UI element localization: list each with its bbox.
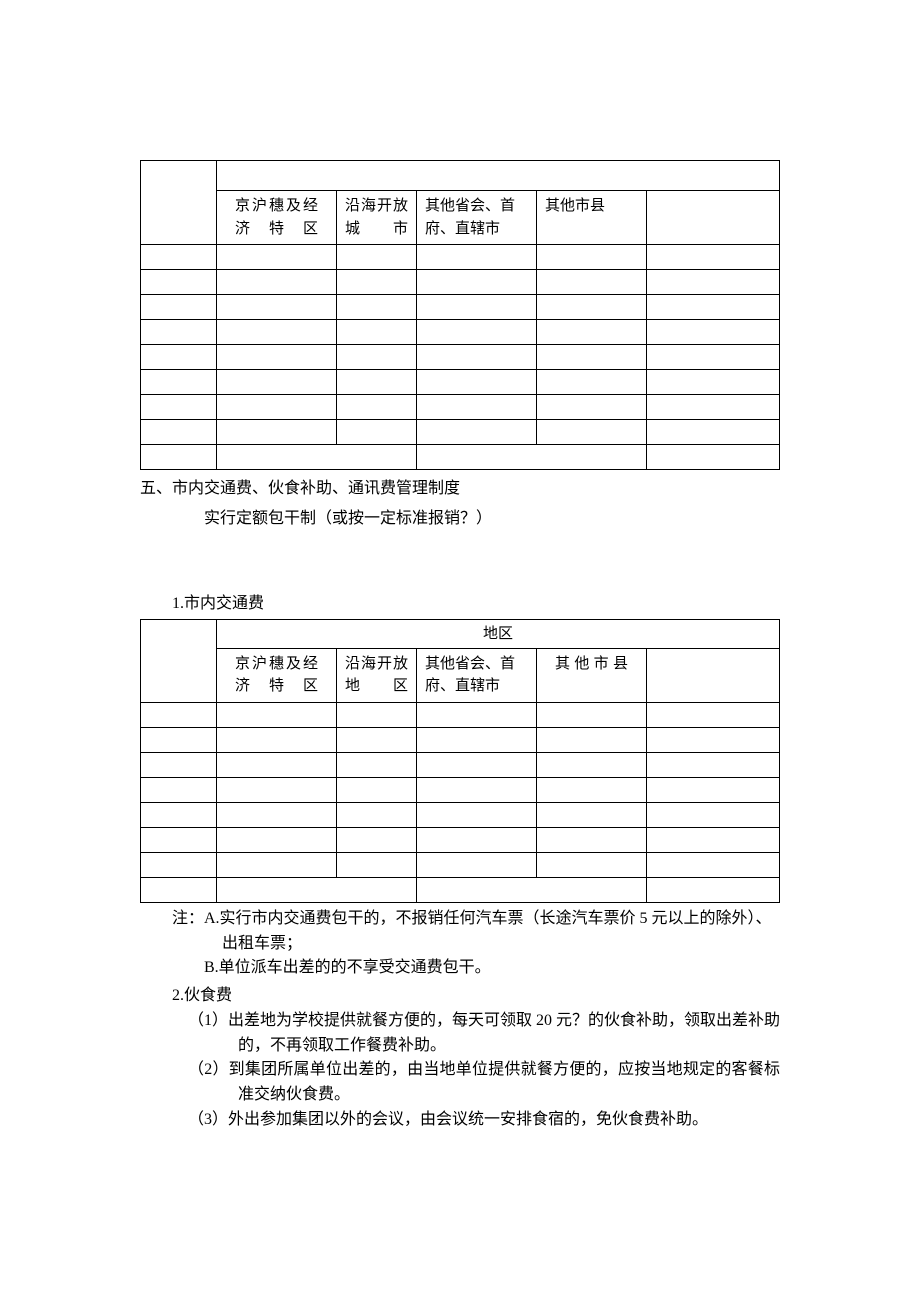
- food-item-3: （3）外出参加集团以外的会议，由会议统一安排食宿的，免伙食费补助。: [188, 1108, 780, 1133]
- table-row: [141, 827, 780, 852]
- table-row: [141, 295, 780, 320]
- table2-caption: 1.市内交通费: [172, 591, 780, 617]
- table-row: [141, 395, 780, 420]
- region-header: 地区: [217, 619, 780, 648]
- table-row: [141, 877, 780, 902]
- table-row: [141, 702, 780, 727]
- section-five-title: 五、市内交通费、伙食补助、通讯费管理制度: [140, 476, 780, 502]
- table-row: [141, 345, 780, 370]
- t2-header-2: 沿海开放地区: [337, 648, 417, 702]
- table-row: [141, 852, 780, 877]
- table-row: [141, 777, 780, 802]
- section-five-subtitle: 实行定额包干制（或按一定标准报销？）: [140, 506, 780, 532]
- table-row: [141, 270, 780, 295]
- table-row: [141, 420, 780, 445]
- t1-header-3: 其他省会、首府、直辖市: [417, 191, 537, 245]
- t2-header-1: 京沪穗及经济特区: [217, 648, 337, 702]
- table-row: [141, 320, 780, 345]
- table-row: [141, 752, 780, 777]
- table-row: [141, 370, 780, 395]
- food-heading: 2.伙食费: [172, 983, 780, 1009]
- t1-header-2: 沿海开放城市: [337, 191, 417, 245]
- food-items: （1）出差地为学校提供就餐方便的，每天可领取 20 元？的伙食补助，领取出差补助…: [188, 1009, 780, 1133]
- table-row: [141, 445, 780, 470]
- food-item-2: （2）到集团所属单位出差的，由当地单位提供就餐方便的，应按当地规定的客餐标准交纳…: [188, 1058, 780, 1108]
- food-item-1: （1）出差地为学校提供就餐方便的，每天可领取 20 元？的伙食补助，领取出差补助…: [188, 1009, 780, 1059]
- t2-header-3: 其他省会、首府、直辖市: [417, 648, 537, 702]
- notes-block: 注：A.实行市内交通费包干的，不报销任何汽车票（长途汽车票价 5 元以上的除外）…: [172, 907, 780, 981]
- standards-table-1: 京沪穗及经济特区 沿海开放城市 其他省会、首府、直辖市 其他市县: [140, 160, 780, 470]
- t1-header-4: 其他市县: [537, 191, 647, 245]
- table-row: [141, 727, 780, 752]
- table-row: [141, 802, 780, 827]
- note-b: B.单位派车出差的的不享受交通费包干。: [172, 956, 780, 981]
- table-row: [141, 245, 780, 270]
- t1-header-1: 京沪穗及经济特区: [217, 191, 337, 245]
- transport-fee-table: 地区 京沪穗及经济特区 沿海开放地区 其他省会、首府、直辖市 其他市县: [140, 619, 780, 903]
- note-a: 注：A.实行市内交通费包干的，不报销任何汽车票（长途汽车票价 5 元以上的除外）…: [172, 907, 780, 957]
- t2-header-4: 其他市县: [537, 648, 647, 702]
